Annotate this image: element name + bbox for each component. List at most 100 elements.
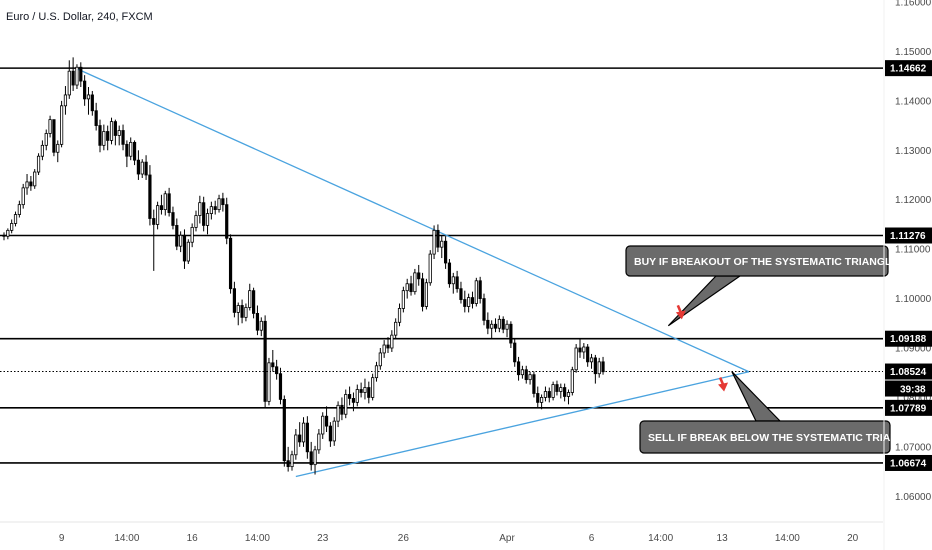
candle: [470, 291, 475, 309]
candle: [563, 383, 567, 402]
candle: [190, 223, 194, 248]
candle: [56, 140, 60, 163]
time-tick-label: 20: [847, 533, 859, 544]
trendline-upper: [76, 68, 750, 373]
candle-body-down: [513, 342, 517, 363]
candle-body-down: [171, 212, 175, 226]
candle-body-up: [497, 318, 501, 329]
time-tick-label: Apr: [499, 533, 515, 544]
candle-body-down: [125, 143, 129, 157]
candle: [182, 229, 187, 269]
price-tick-label: 1.09000: [895, 344, 932, 355]
candle: [248, 283, 252, 311]
candle: [578, 339, 582, 358]
candle-body-up: [597, 361, 601, 375]
callout-tail: [667, 275, 742, 327]
candle: [586, 344, 590, 367]
candle: [163, 190, 167, 216]
candle-body-down: [136, 159, 140, 175]
candle: [420, 272, 425, 312]
candle-body-down: [240, 305, 244, 318]
candle: [221, 192, 225, 212]
candle: [40, 140, 45, 161]
candle-body-up: [490, 323, 494, 329]
candle: [159, 194, 164, 215]
candle-body-down: [309, 451, 313, 466]
candle: [29, 175, 33, 191]
candle: [205, 208, 210, 235]
time-tick-label: 14:00: [648, 533, 673, 544]
candle: [225, 197, 229, 245]
price-axis[interactable]: 1.06000 1.07000 1.08000 1.09000 1.10000 1.110…: [883, 0, 932, 550]
candle: [390, 330, 394, 352]
red-arrow-icon: [718, 377, 729, 392]
candle-body-up: [428, 253, 432, 284]
candle-body-down: [593, 357, 597, 375]
candle: [2, 232, 6, 241]
price-tick-label: 1.11000: [895, 245, 931, 256]
candle: [455, 270, 459, 293]
candle: [467, 293, 471, 313]
candle-body-down: [340, 404, 344, 415]
candle-body-up: [394, 321, 398, 336]
time-tick-label: 16: [187, 533, 199, 544]
candle: [574, 344, 578, 373]
candle-body-up: [397, 308, 402, 323]
candle-body-up: [301, 422, 306, 443]
candle: [601, 356, 605, 375]
candle-body-down: [175, 225, 179, 247]
candle: [140, 159, 144, 178]
candle-body-up: [194, 215, 198, 228]
candle-body-down: [532, 374, 536, 394]
candle: [63, 86, 68, 115]
candle-body-up: [574, 347, 578, 371]
candle: [451, 272, 455, 294]
candle-body-up: [505, 323, 509, 330]
candle: [198, 195, 202, 224]
candle-body-down: [202, 202, 206, 226]
candle: [298, 422, 302, 447]
candle-body-up: [13, 214, 18, 224]
candle-body-up: [86, 94, 91, 100]
candle-body-down: [524, 369, 528, 381]
candle-body-down: [263, 320, 267, 402]
candle: [98, 119, 102, 153]
candle-body-down: [255, 312, 260, 331]
candle-body-up: [163, 193, 167, 210]
candle-body-down: [79, 66, 83, 82]
candle-body-up: [424, 282, 429, 307]
time-axis[interactable]: 9 14:00 16 14:00 23 26 Apr 6 14:00 13 14:00 20: [0, 521, 883, 544]
candle: [301, 417, 306, 447]
candle: [524, 365, 528, 384]
candle-body-up: [75, 66, 79, 86]
time-tick-label: 23: [317, 533, 329, 544]
price-tick-label: 1.15000: [895, 47, 932, 58]
candle: [424, 278, 429, 310]
candle-body-up: [371, 377, 375, 398]
candle: [67, 60, 71, 99]
candle: [90, 90, 94, 116]
candle: [217, 194, 221, 213]
candle-body-up: [540, 397, 544, 403]
candle-body-down: [463, 299, 467, 307]
candle-body-down: [417, 272, 421, 280]
candle: [321, 412, 325, 439]
candle: [83, 75, 87, 106]
candle-body-down: [447, 262, 452, 285]
candle: [148, 165, 152, 226]
horizontal-levels-layer: [0, 67, 883, 464]
candle-body-down: [152, 218, 156, 225]
candle: [589, 353, 594, 369]
candle-body-up: [248, 290, 252, 308]
candle-body-up: [378, 352, 382, 367]
candle-body-up: [198, 202, 202, 216]
candle-body-down: [94, 110, 98, 126]
candle: [359, 382, 363, 398]
candle: [397, 303, 402, 327]
candle: [179, 231, 183, 253]
red-arrow-head: [718, 382, 729, 392]
candle-body-down: [486, 319, 490, 329]
candle-body-down: [443, 240, 448, 264]
